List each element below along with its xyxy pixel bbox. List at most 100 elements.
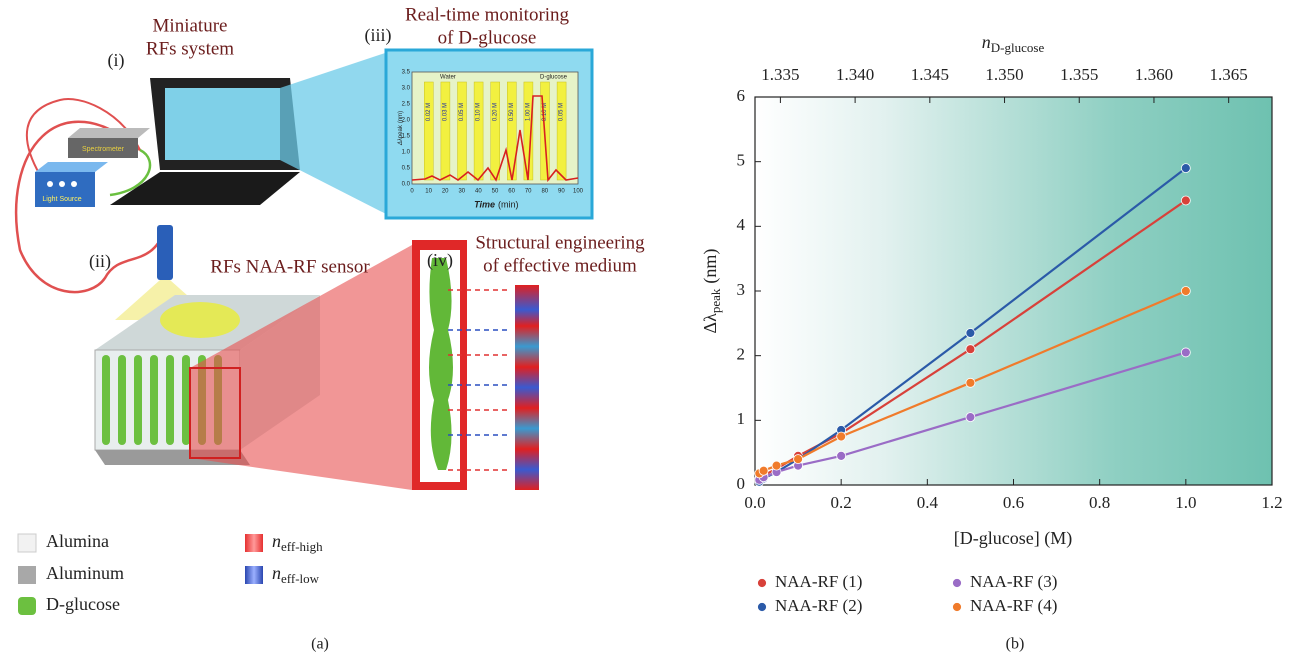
inset-x-tick: 90 (558, 189, 565, 195)
x2-tick-label: 1.345 (911, 65, 949, 84)
title-line: Miniature (153, 15, 228, 36)
inset-bar (491, 82, 500, 180)
spectrometer-top (68, 128, 150, 138)
x2-tick-label: 1.335 (761, 65, 799, 84)
icon-n-low (245, 566, 263, 584)
legend-marker (953, 603, 962, 612)
subscript: eff-high (281, 539, 323, 554)
icon-alumina (18, 534, 36, 552)
x2-axis-title: nD-glucose (982, 32, 1045, 55)
figure: 01020304050607080901000.00.51.01.52.02.5… (0, 0, 1290, 660)
inset-y-tick: 3.0 (402, 86, 411, 92)
x-tick-label: 0.6 (1003, 493, 1024, 512)
symbol: n (982, 32, 991, 52)
data-point (837, 432, 846, 441)
inset-bar (557, 82, 566, 180)
device-label: Spectrometer (82, 146, 125, 153)
inset-x-tick: 80 (541, 189, 548, 195)
legend-label: Aluminum (46, 563, 124, 583)
legend-label: NAA-RF (2) (775, 596, 862, 615)
y-tick-label: 6 (737, 86, 746, 105)
sensor-title: RFs NAA-RF sensor (210, 256, 370, 277)
data-point (772, 461, 781, 470)
x-tick-label: 0.2 (831, 493, 852, 512)
x-tick-label: 0.8 (1089, 493, 1110, 512)
icon-n-high (245, 534, 263, 552)
y-tick-label: 5 (737, 151, 746, 170)
inset-bar-label: 0.05 M (559, 103, 565, 121)
data-point (1181, 196, 1190, 205)
symbol: Δλ (700, 313, 720, 334)
legend-label: NAA-RF (4) (970, 596, 1057, 615)
inset-bar-label: 0.05 M (459, 103, 465, 121)
x-tick-label: 1.0 (1175, 493, 1196, 512)
subscript: eff-low (281, 571, 320, 586)
plot-background (755, 97, 1272, 485)
inset-y-tick: 2.5 (402, 102, 411, 108)
inset-ylabel: Δλpeak(nm) (398, 111, 404, 146)
tag: (iii) (365, 25, 392, 46)
y-tick-label: 1 (737, 409, 746, 428)
inset-bar-label: 0.03 M (442, 103, 448, 121)
x2-tick-label: 1.350 (985, 65, 1023, 84)
light-top (35, 162, 108, 172)
title-line: of D-glucose (438, 27, 537, 48)
symbol: n (272, 563, 281, 583)
tag: (iv) (427, 250, 453, 271)
legend-label: neff-low (272, 563, 320, 586)
x2-tick-label: 1.360 (1135, 65, 1173, 84)
data-point (966, 413, 975, 422)
subscript: peak (708, 288, 723, 313)
x-axis-title: [D-glucose] (M) (954, 528, 1072, 549)
legend-label: NAA-RF (3) (970, 572, 1057, 591)
data-point (966, 378, 975, 387)
data-point (759, 466, 768, 475)
inset-x-tick: 50 (492, 189, 499, 195)
x-tick-label: 0.4 (917, 493, 939, 512)
caption: (b) (1006, 636, 1025, 653)
title-line: of effective medium (483, 255, 637, 276)
probe (157, 225, 173, 280)
icon-aluminum (18, 566, 36, 584)
y-tick-label: 3 (737, 280, 746, 299)
index-stripe (515, 285, 539, 490)
inset-x-tick: 100 (573, 189, 584, 195)
inset-bar-label: 0.02 M (426, 103, 432, 121)
device-label: Light Source (42, 196, 81, 203)
legend-label: Alumina (46, 531, 109, 551)
legend-label: neff-high (272, 531, 323, 554)
tag: (i) (108, 50, 125, 71)
inset-y-tick: 0.0 (402, 182, 411, 188)
symbol: Δλ (398, 138, 404, 146)
caption: (a) (311, 636, 329, 653)
laptop-keyboard (110, 172, 300, 205)
inset-bar (474, 82, 483, 180)
icon-glucose (18, 597, 36, 615)
laptop-display (165, 88, 280, 160)
inset-xlabel: Time (474, 199, 495, 209)
title-line: Structural engineering (475, 232, 645, 253)
y-tick-label: 0 (737, 474, 746, 493)
inset-bar-label: 0.20 M (492, 103, 498, 121)
inset-bar (424, 82, 433, 180)
unit: (nm) (700, 249, 721, 284)
x2-tick-label: 1.355 (1060, 65, 1098, 84)
inset-y-tick: 1.0 (402, 150, 411, 156)
inset-y-tick: 0.5 (402, 166, 411, 172)
inset-x-tick: 20 (442, 189, 449, 195)
x2-tick-label: 1.340 (836, 65, 874, 84)
x-tick-label: 1.2 (1261, 493, 1282, 512)
x-tick-label: 0.0 (744, 493, 765, 512)
inset-x-tick: 40 (475, 189, 482, 195)
unit: (nm) (398, 111, 404, 123)
light-spot (160, 302, 240, 338)
y-axis-title: Δλpeak (nm) (700, 249, 723, 334)
inset-xunit: (min) (498, 199, 519, 209)
inset-bar-label: 0.10 M (476, 103, 482, 121)
data-point (1181, 164, 1190, 173)
subscript: D-glucose (991, 40, 1045, 55)
x2-tick-label: 1.365 (1210, 65, 1248, 84)
legend-marker (953, 579, 962, 588)
inset-y-tick: 3.5 (402, 70, 411, 76)
data-point (1181, 287, 1190, 296)
